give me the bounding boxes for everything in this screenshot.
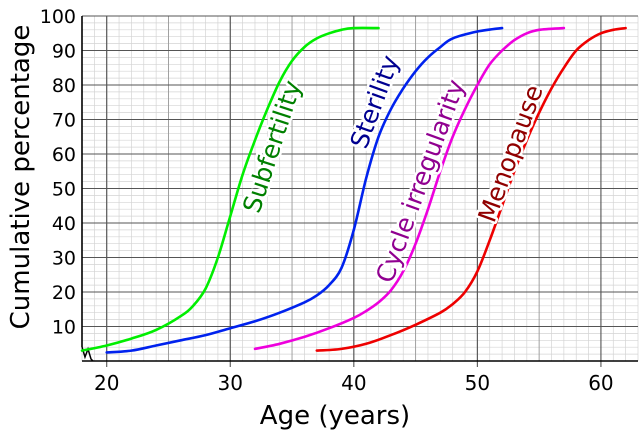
y-tick-label: 10	[52, 317, 76, 339]
series-line-cycle-irregularity	[253, 26, 566, 351]
series-lines	[80, 26, 627, 354]
x-tick-label: 30	[218, 371, 243, 395]
y-tick-label: 80	[52, 75, 76, 97]
y-tick-label: 100	[40, 6, 76, 28]
series-line-subfertility	[80, 26, 380, 352]
y-tick-label: 90	[52, 41, 76, 63]
series-line-menopause	[315, 26, 627, 352]
y-tick-label: 50	[52, 179, 76, 201]
series-line-sterility	[105, 26, 504, 354]
y-tick-label: 70	[52, 110, 76, 132]
y-tick-label: 40	[52, 213, 76, 235]
x-tick-label: 50	[465, 371, 490, 395]
x-tick-label: 20	[94, 371, 119, 395]
x-tick-label: 60	[588, 371, 613, 395]
y-tick-label: 30	[52, 248, 76, 270]
y-tick-label: 60	[52, 144, 76, 166]
y-axis-label: Cumulative percentage	[6, 25, 36, 330]
tick-labels: 10 20 30 40 50 60 70 80 90 100 20 30 40 50 60	[40, 6, 614, 395]
major-gridlines	[82, 15, 638, 367]
x-axis-label: Age (years)	[260, 401, 410, 431]
x-tick-label: 40	[341, 371, 366, 395]
y-tick-label: 20	[52, 282, 76, 304]
